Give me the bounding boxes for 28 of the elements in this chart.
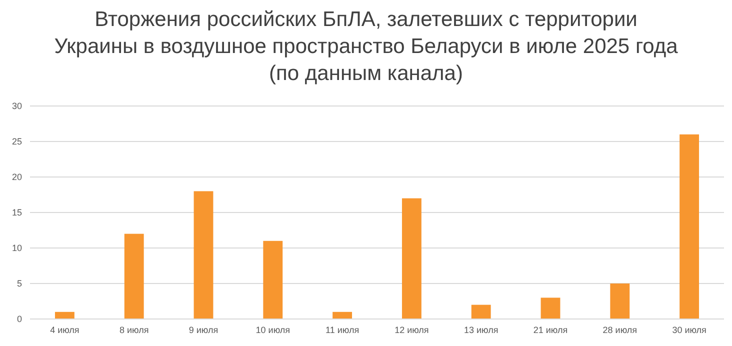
y-tick-label: 15 bbox=[12, 208, 22, 218]
bar bbox=[263, 240, 283, 319]
y-tick-label: 20 bbox=[12, 172, 22, 182]
bar bbox=[54, 312, 74, 319]
bar bbox=[471, 304, 491, 319]
x-tick-label: 21 июля bbox=[533, 325, 568, 335]
bar bbox=[332, 312, 352, 319]
y-tick-label: 10 bbox=[12, 243, 22, 254]
bar bbox=[124, 234, 144, 319]
x-tick-label: 4 июля bbox=[50, 325, 80, 335]
x-tick-label: 10 июля bbox=[256, 325, 290, 335]
y-tick-label: 0 bbox=[16, 314, 22, 324]
x-tick-label: 8 июля bbox=[119, 325, 149, 335]
bar bbox=[540, 298, 560, 319]
x-tick-label: 12 июля bbox=[394, 325, 429, 335]
y-tick-label: 30 bbox=[12, 101, 22, 112]
bar bbox=[402, 198, 422, 319]
y-tick-label: 25 bbox=[12, 136, 22, 147]
x-tick-label: 13 июля bbox=[464, 325, 498, 335]
bar bbox=[610, 284, 630, 319]
bar bbox=[194, 191, 214, 319]
x-tick-label: 11 июля bbox=[326, 325, 360, 335]
chart-title: Вторжения российских БпЛА, залетевших с территории Украины в воздушное пространство Беларуси в июле 2025 года (по данным канала) bbox=[54, 8, 678, 85]
y-tick-label: 5 bbox=[16, 278, 22, 289]
x-tick-label: 28 июля bbox=[602, 325, 638, 335]
x-tick-label: 9 июля bbox=[188, 325, 218, 335]
x-tick-label: 30 июля bbox=[672, 325, 707, 335]
bar bbox=[680, 134, 700, 319]
